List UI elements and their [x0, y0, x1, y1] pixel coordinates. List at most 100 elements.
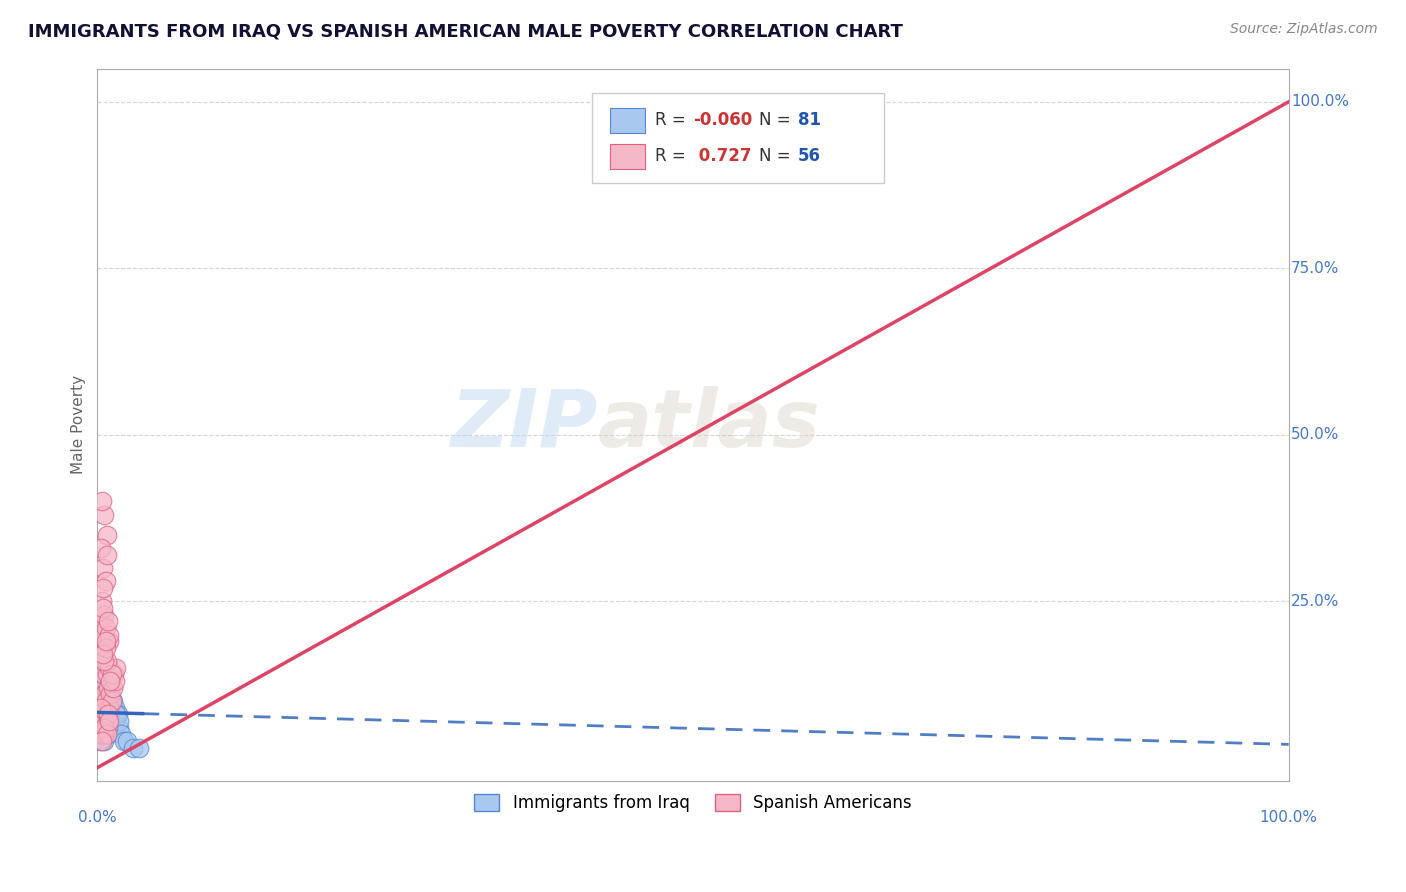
Text: -0.060: -0.060 — [693, 111, 752, 129]
Point — [94, 681, 117, 695]
Point — [94, 727, 117, 741]
Point — [97, 707, 120, 722]
Point — [94, 634, 117, 648]
Point — [91, 694, 114, 708]
Point — [90, 707, 112, 722]
Point — [94, 707, 117, 722]
Text: 81: 81 — [797, 111, 821, 129]
Point — [98, 634, 121, 648]
Point — [90, 674, 112, 689]
Point — [128, 740, 150, 755]
Point — [91, 700, 114, 714]
Point — [94, 721, 117, 735]
Point — [104, 674, 127, 689]
Point — [91, 714, 114, 728]
Point — [115, 734, 138, 748]
Point — [97, 681, 120, 695]
Point — [96, 700, 118, 714]
Point — [98, 700, 121, 714]
Point — [100, 700, 122, 714]
Point — [104, 700, 127, 714]
Point — [91, 648, 114, 662]
Point — [94, 707, 117, 722]
Point — [93, 721, 115, 735]
Point — [93, 727, 115, 741]
Point — [93, 607, 115, 622]
Point — [90, 727, 112, 741]
Point — [96, 721, 118, 735]
Point — [91, 594, 114, 608]
Point — [103, 707, 125, 722]
Point — [94, 700, 117, 714]
Point — [93, 714, 115, 728]
Point — [98, 627, 121, 641]
Text: atlas: atlas — [598, 385, 821, 464]
Point — [96, 667, 118, 681]
Point — [91, 721, 114, 735]
Text: N =: N = — [758, 147, 796, 165]
Point — [91, 674, 114, 689]
Point — [98, 681, 121, 695]
Point — [100, 688, 122, 702]
Point — [91, 667, 114, 681]
Text: 0.0%: 0.0% — [77, 810, 117, 824]
Point — [93, 714, 115, 728]
Text: 100.0%: 100.0% — [1291, 95, 1348, 110]
Point — [94, 721, 117, 735]
Point — [91, 694, 114, 708]
Point — [91, 707, 114, 722]
Point — [100, 694, 122, 708]
Point — [107, 714, 129, 728]
Point — [96, 548, 118, 562]
Point — [91, 648, 114, 662]
Point — [91, 688, 114, 702]
Point — [94, 694, 117, 708]
Point — [89, 727, 111, 741]
Point — [98, 661, 121, 675]
Point — [103, 714, 125, 728]
Point — [100, 721, 122, 735]
Point — [101, 681, 124, 695]
Point — [93, 734, 115, 748]
Point — [91, 700, 114, 714]
Point — [96, 714, 118, 728]
Point — [112, 734, 135, 748]
Text: Source: ZipAtlas.com: Source: ZipAtlas.com — [1230, 22, 1378, 37]
Point — [93, 661, 115, 675]
Point — [89, 727, 111, 741]
Point — [91, 707, 114, 722]
Legend: Immigrants from Iraq, Spanish Americans: Immigrants from Iraq, Spanish Americans — [468, 788, 918, 819]
Point — [94, 621, 117, 635]
Text: 75.0%: 75.0% — [1291, 260, 1340, 276]
Point — [98, 714, 121, 728]
Text: 100.0%: 100.0% — [1260, 810, 1317, 824]
Point — [105, 714, 128, 728]
Point — [97, 694, 120, 708]
Point — [103, 667, 125, 681]
Bar — [610, 144, 645, 169]
Point — [104, 721, 127, 735]
Bar — [610, 108, 645, 133]
Point — [100, 688, 122, 702]
Point — [100, 721, 122, 735]
Point — [96, 681, 118, 695]
Point — [91, 600, 114, 615]
Point — [89, 734, 111, 748]
Point — [97, 614, 120, 628]
Point — [94, 714, 117, 728]
Point — [97, 727, 120, 741]
Point — [101, 694, 124, 708]
Point — [96, 667, 118, 681]
Point — [90, 707, 112, 722]
Point — [105, 707, 128, 722]
Text: 25.0%: 25.0% — [1291, 594, 1340, 608]
Point — [91, 694, 114, 708]
Point — [93, 688, 115, 702]
Text: 50.0%: 50.0% — [1291, 427, 1340, 442]
Point — [91, 581, 114, 595]
Point — [97, 721, 120, 735]
Point — [91, 721, 114, 735]
Point — [94, 694, 117, 708]
Point — [91, 688, 114, 702]
Point — [91, 727, 114, 741]
